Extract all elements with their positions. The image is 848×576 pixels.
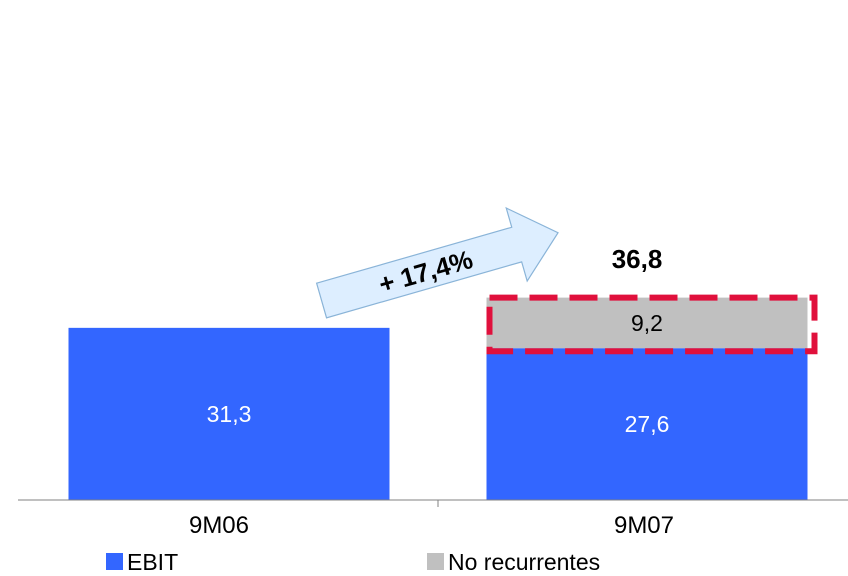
total-label-9m07: 36,8 — [612, 244, 663, 274]
bar-no-recurrentes-9m07 — [486, 297, 808, 349]
bars — [68, 294, 818, 500]
legend-label-no-recurrentes: No recurrentes — [448, 549, 600, 575]
legend-swatch-no-recurrentes — [427, 553, 444, 570]
legend-label-ebit: EBIT — [127, 549, 178, 575]
legend-swatch-ebit — [106, 553, 123, 570]
growth-arrow-shape — [315, 206, 559, 319]
x-tick-label-9m07: 9M07 — [614, 512, 674, 539]
x-tick-label-9m06: 9M06 — [189, 512, 249, 539]
highlight-box — [486, 294, 818, 355]
value-label-no-recurrentes-9m07: 9,2 — [631, 310, 663, 336]
value-label-ebit-9m07: 27,6 — [625, 411, 670, 437]
value-label-ebit-9m06: 31,3 — [207, 401, 252, 427]
bar-ebit-9m07 — [486, 348, 808, 500]
bar-value-labels: 31,3 27,6 9,2 — [207, 310, 670, 437]
x-tick-labels: 9M06 9M07 — [189, 512, 674, 539]
bar-ebit-9m06 — [68, 327, 390, 500]
legend: EBIT No recurrentes — [106, 549, 600, 575]
